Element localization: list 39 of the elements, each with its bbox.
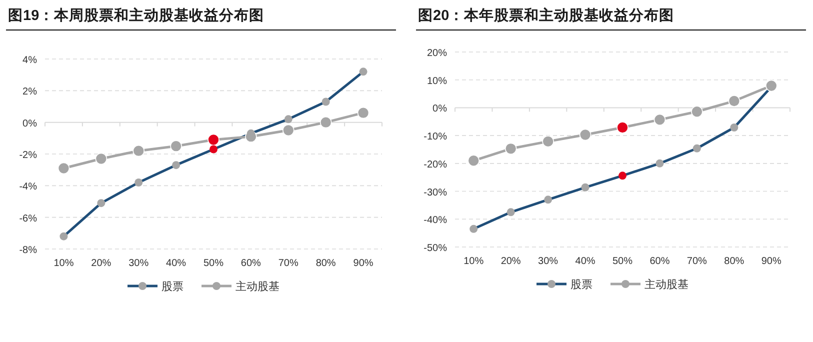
y-tick-label: 10% bbox=[426, 76, 448, 87]
x-tick-label: 80% bbox=[316, 258, 336, 269]
y-tick-label: -4% bbox=[19, 182, 38, 193]
x-tick-label: 60% bbox=[240, 258, 262, 269]
y-tick-label: -8% bbox=[19, 245, 38, 256]
x-tick-label: 20% bbox=[91, 258, 112, 269]
y-tick-label: 20% bbox=[426, 48, 448, 59]
x-tick-label: 40% bbox=[575, 256, 596, 267]
x-tick-label: 30% bbox=[538, 256, 558, 267]
y-tick-label: -50% bbox=[424, 243, 448, 254]
x-tick-label: 50% bbox=[203, 258, 224, 269]
chart-title: 图19：本周股票和主动股基收益分布图 bbox=[8, 6, 264, 24]
x-tick-label: 40% bbox=[166, 258, 186, 269]
y-tick-label: -6% bbox=[19, 213, 38, 224]
legend-label: 主动股基 bbox=[236, 280, 280, 293]
y-tick-label: 4% bbox=[22, 55, 38, 66]
x-tick-label: 60% bbox=[650, 256, 670, 267]
y-tick-label: -20% bbox=[424, 159, 448, 170]
x-tick-label: 10% bbox=[54, 258, 74, 269]
y-tick-label: -40% bbox=[424, 215, 448, 226]
x-tick-label: 20% bbox=[500, 256, 521, 267]
x-tick-label: 90% bbox=[353, 258, 374, 269]
legend-label: 股票 bbox=[162, 281, 184, 293]
legend-label: 主动股基 bbox=[644, 278, 688, 291]
legend-label: 股票 bbox=[570, 279, 592, 291]
y-tick-label: 0% bbox=[22, 118, 38, 130]
x-tick-label: 70% bbox=[686, 256, 708, 267]
x-tick-label: 70% bbox=[278, 258, 299, 269]
x-tick-label: 30% bbox=[128, 258, 149, 269]
y-tick-label: -2% bbox=[19, 150, 38, 161]
chart-title: 图20：本年股票和主动股基收益分布图 bbox=[418, 6, 674, 24]
y-tick-label: -30% bbox=[424, 187, 448, 198]
x-tick-label: 50% bbox=[612, 256, 633, 267]
y-tick-label: -10% bbox=[424, 132, 448, 143]
y-tick-label: 2% bbox=[22, 86, 38, 98]
y-tick-label: 0% bbox=[432, 104, 448, 115]
x-tick-label: 80% bbox=[724, 256, 744, 267]
x-tick-label: 90% bbox=[761, 256, 782, 267]
x-tick-label: 10% bbox=[464, 256, 484, 267]
